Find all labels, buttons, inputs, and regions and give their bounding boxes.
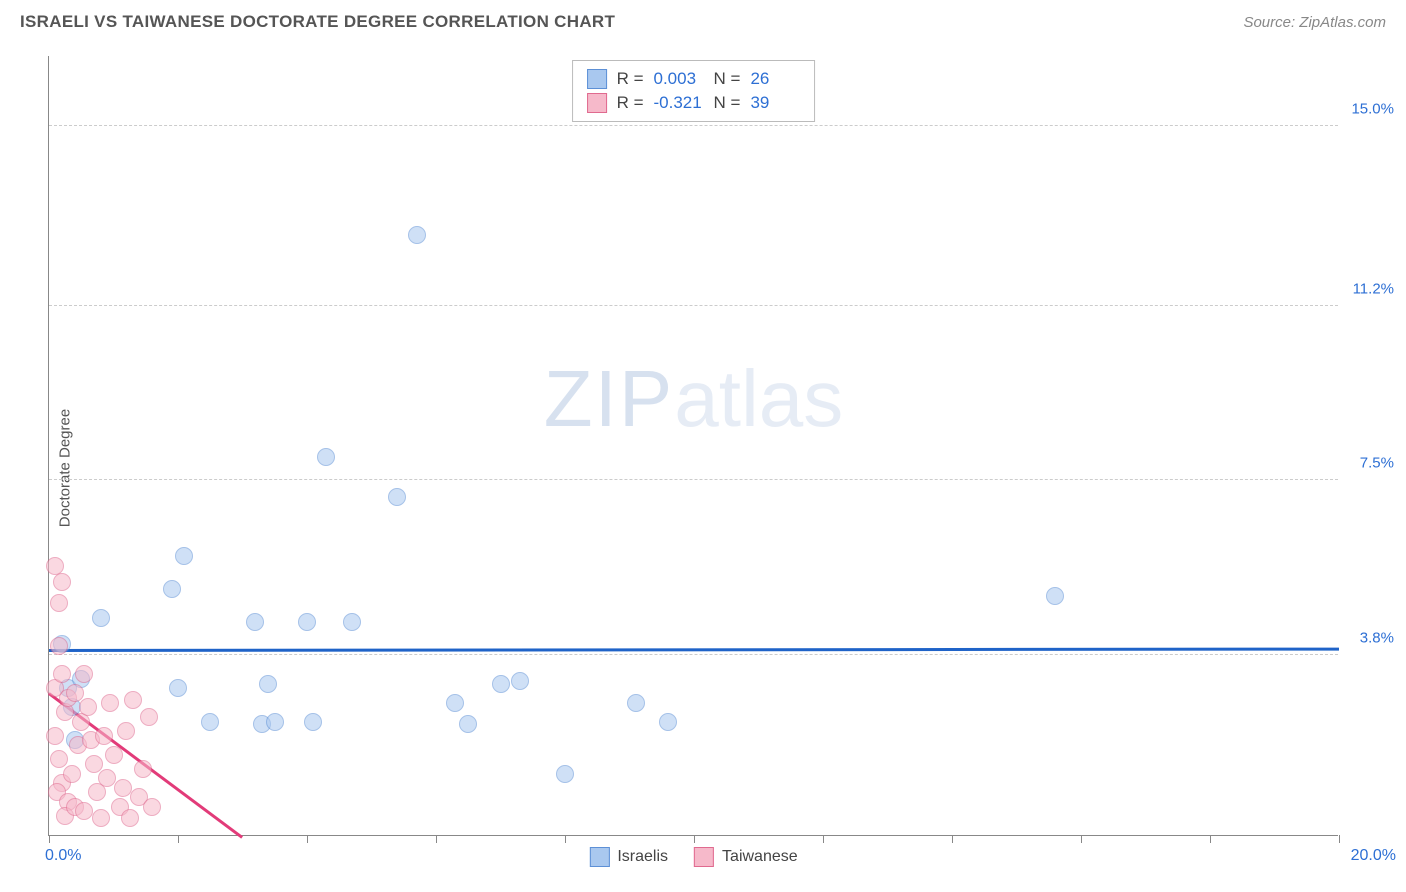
x-tick (49, 835, 50, 843)
data-point (50, 594, 68, 612)
data-point (659, 713, 677, 731)
data-point (50, 637, 68, 655)
chart-container: Doctorate Degree ZIPatlas R =0.003N =26R… (0, 44, 1406, 892)
gridline (49, 654, 1338, 655)
data-point (1046, 587, 1064, 605)
data-point (140, 708, 158, 726)
x-tick (307, 835, 308, 843)
data-point (134, 760, 152, 778)
data-point (627, 694, 645, 712)
legend: Israelis Taiwanese (589, 847, 797, 867)
y-tick-label: 15.0% (1351, 100, 1394, 117)
data-point (511, 672, 529, 690)
data-point (92, 809, 110, 827)
x-tick (436, 835, 437, 843)
legend-item: Taiwanese (694, 847, 798, 867)
data-point (388, 488, 406, 506)
data-point (259, 675, 277, 693)
x-tick (823, 835, 824, 843)
r-label: R = (617, 69, 644, 89)
data-point (98, 769, 116, 787)
gridline (49, 305, 1338, 306)
data-point (53, 665, 71, 683)
stats-swatch (587, 93, 607, 113)
data-point (492, 675, 510, 693)
n-label: N = (714, 69, 741, 89)
data-point (46, 557, 64, 575)
x-tick (694, 835, 695, 843)
watermark-atlas: atlas (674, 354, 843, 443)
data-point (63, 765, 81, 783)
x-min-label: 0.0% (45, 847, 81, 865)
data-point (95, 727, 113, 745)
data-point (143, 798, 161, 816)
data-point (298, 613, 316, 631)
data-point (201, 713, 219, 731)
legend-swatch (589, 847, 609, 867)
watermark-zip: ZIP (544, 354, 674, 443)
chart-title: ISRAELI VS TAIWANESE DOCTORATE DEGREE CO… (20, 12, 615, 32)
x-tick (1339, 835, 1340, 843)
data-point (266, 713, 284, 731)
data-point (53, 573, 71, 591)
n-value: 26 (750, 69, 800, 89)
x-tick (1081, 835, 1082, 843)
data-point (446, 694, 464, 712)
x-tick (565, 835, 566, 843)
x-max-label: 20.0% (1351, 847, 1396, 865)
gridline (49, 125, 1338, 126)
n-label: N = (714, 93, 741, 113)
data-point (121, 809, 139, 827)
data-point (317, 448, 335, 466)
plot-area: ZIPatlas R =0.003N =26R =-0.321N =39 Isr… (48, 56, 1338, 836)
x-tick (1210, 835, 1211, 843)
data-point (304, 713, 322, 731)
data-point (246, 613, 264, 631)
legend-item: Israelis (589, 847, 668, 867)
data-point (175, 547, 193, 565)
r-value: -0.321 (654, 93, 704, 113)
x-tick (178, 835, 179, 843)
data-point (101, 694, 119, 712)
x-tick (952, 835, 953, 843)
trend-line (49, 648, 1339, 652)
stats-row: R = 0.003 N = 26 (587, 67, 801, 91)
legend-label: Taiwanese (722, 848, 798, 866)
legend-swatch (694, 847, 714, 867)
data-point (124, 691, 142, 709)
gridline (49, 479, 1338, 480)
data-point (459, 715, 477, 733)
data-point (556, 765, 574, 783)
y-tick-label: 11.2% (1353, 280, 1394, 297)
data-point (46, 727, 64, 745)
stats-box: R = 0.003 N = 26 R = -0.321 N = 39 (572, 60, 816, 122)
data-point (343, 613, 361, 631)
stats-swatch (587, 69, 607, 89)
data-point (105, 746, 123, 764)
watermark: ZIPatlas (544, 353, 843, 445)
data-point (75, 665, 93, 683)
data-point (117, 722, 135, 740)
data-point (408, 226, 426, 244)
data-point (92, 609, 110, 627)
data-point (79, 698, 97, 716)
y-tick-label: 3.8% (1360, 630, 1394, 647)
r-label: R = (617, 93, 644, 113)
data-point (114, 779, 132, 797)
legend-label: Israelis (617, 848, 668, 866)
data-point (163, 580, 181, 598)
n-value: 39 (750, 93, 800, 113)
stats-row: R = -0.321 N = 39 (587, 91, 801, 115)
data-point (169, 679, 187, 697)
y-tick-label: 7.5% (1360, 455, 1394, 472)
source-attribution: Source: ZipAtlas.com (1243, 14, 1386, 31)
r-value: 0.003 (654, 69, 704, 89)
